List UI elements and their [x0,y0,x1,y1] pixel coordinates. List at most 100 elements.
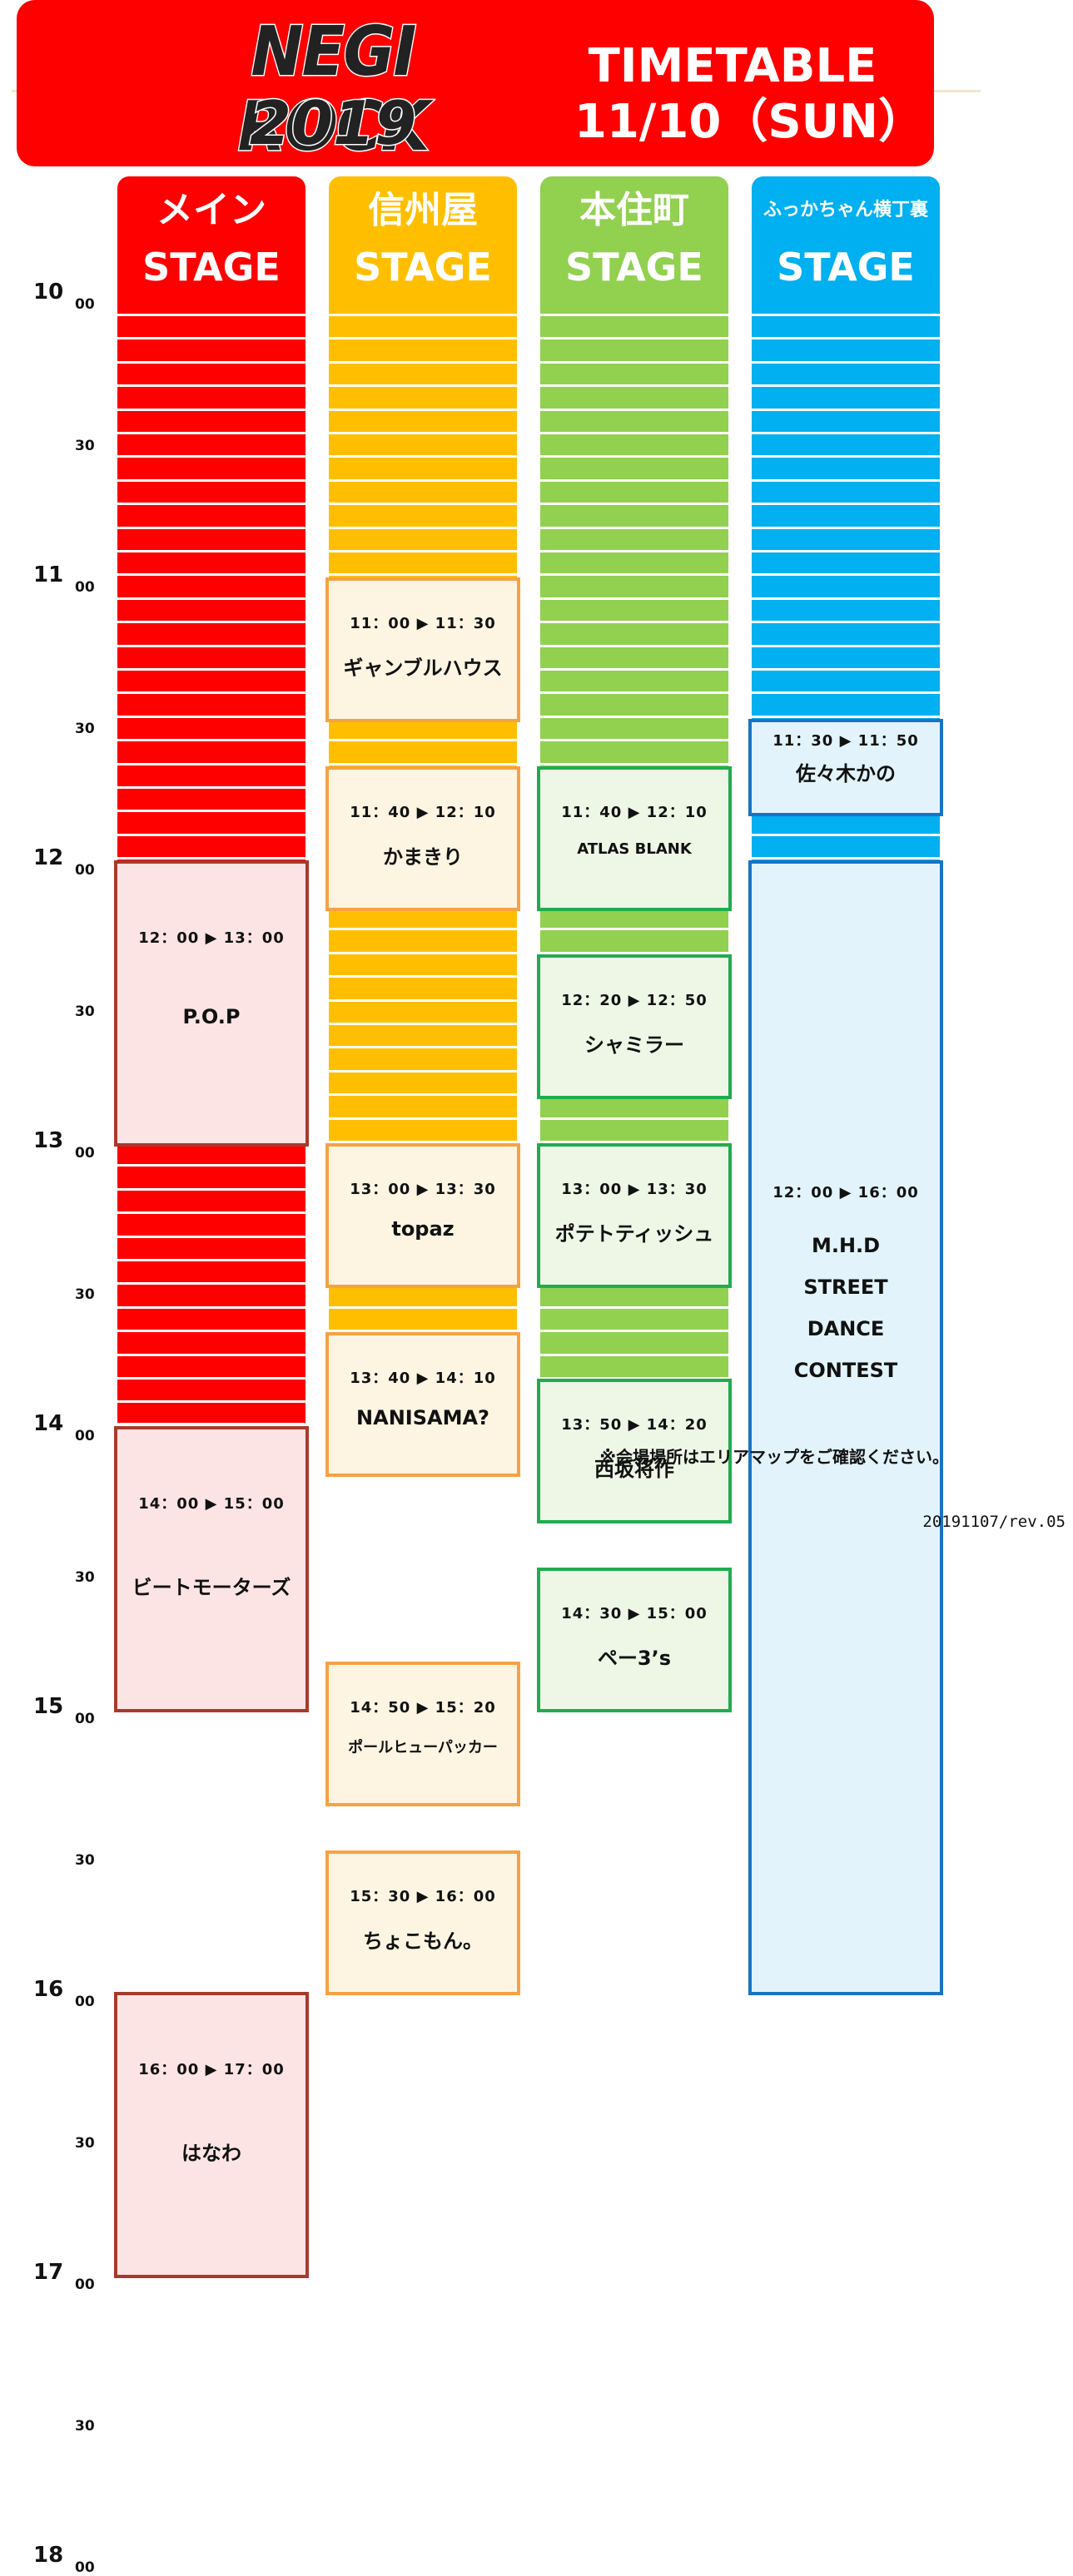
slot-time: 13：40 ▶ 14：10 [350,1369,496,1387]
slot-time: 14：30 ▶ 15：00 [561,1605,708,1622]
slot-performer: 佐々木かの [796,762,896,785]
column-stripe [752,552,940,577]
time-minute-label: 30 [75,721,95,737]
slot-time: 11：00 ▶ 11：30 [350,615,496,632]
column-stripe [329,954,517,978]
time-minute-label: 30 [75,1003,95,1020]
performance-slot[interactable]: 16：00 ▶ 17：00 はなわ [114,1992,309,2278]
column-stripe [540,931,728,954]
column-stripe [117,742,306,765]
decorative-line-right [931,90,981,92]
stage-name: 信州屋 [368,189,478,231]
slot-performer: ビートモーターズ [132,1576,291,1599]
column-stripe [540,293,728,316]
column-stripe [117,340,306,364]
performance-slot[interactable]: 11：00 ▶ 11：30 ギャンブルハウス [325,577,520,722]
column-stripe [329,1309,517,1333]
logo-title: NEGI ROCK [236,12,430,166]
time-minute-label: 00 [75,2559,95,2576]
time-hour-label: 14 [33,1411,64,1436]
slot-time: 12：00 ▶ 13：00 [138,929,285,947]
column-stripe [117,364,306,388]
time-minute-label: 30 [75,1286,95,1303]
slot-performer: ペー3’s [597,1647,672,1670]
slot-performer: ATLAS BLANK [577,840,692,858]
performance-slot[interactable]: 14：00 ▶ 15：00 ビートモーターズ [114,1426,309,1712]
performance-slot[interactable]: 13：00 ▶ 13：30 ポテトティッシュ [537,1143,732,1288]
slot-performer-line: CONTEST [793,1359,898,1382]
column-stripe [117,293,306,316]
time-minute-label: 30 [75,2135,95,2152]
column-stripe [752,647,940,671]
performance-slot[interactable]: 12：00 ▶ 13：00 P.O.P [114,860,309,1147]
slot-performer: 西坂将作 [594,1458,674,1482]
performance-slot[interactable]: 13：50 ▶ 14：20 西坂将作 [537,1379,732,1524]
revision-stamp: 20191107/rev.05 [922,1513,1066,1531]
time-minute-label: 30 [75,2418,95,2435]
column-stripe [540,695,728,718]
column-stripe [540,1309,728,1333]
column-stripe [117,647,306,671]
column-stripe [540,742,728,765]
performance-slot[interactable]: 14：30 ▶ 15：00 ペー3’s [537,1568,732,1712]
performance-slot[interactable]: 13：00 ▶ 13：30 topaz [325,1143,520,1288]
slot-time: 13：00 ▶ 13：30 [561,1181,708,1198]
slot-performer-line: M.H.D [811,1234,881,1257]
performance-slot[interactable]: 12：00 ▶ 16：00 M.H.D STREET DANCE CONTEST [748,860,943,1995]
time-minute-label: 00 [75,862,95,879]
column-stripe [752,695,940,718]
column-stripe [329,1073,517,1097]
time-hour-label: 11 [33,562,64,587]
slot-performer-line: STREET [803,1276,888,1299]
column-stripe [117,671,306,695]
column-stripe [117,1167,306,1191]
column-stripe [540,411,728,434]
column-stripe [540,388,728,411]
column-stripe [329,411,517,434]
column-stripe [329,316,517,340]
slot-time: 14：00 ▶ 15：00 [138,1495,285,1513]
slot-time: 16：00 ▶ 17：00 [138,2061,285,2078]
column-stripe [117,529,306,552]
column-stripe [752,506,940,529]
time-minute-label: 00 [75,1145,95,1162]
column-stripe [540,316,728,340]
stage-label: STAGE [354,245,492,290]
slot-time: 13：00 ▶ 13：30 [350,1181,496,1198]
slot-time: 11：40 ▶ 12：10 [350,803,496,821]
stage-name: 本住町 [579,189,689,231]
column-stripe [329,340,517,364]
column-stripe [752,388,940,411]
slot-time: 14：50 ▶ 15：20 [350,1699,496,1717]
column-stripe [540,1120,728,1143]
column-stripe [540,907,728,931]
column-stripe [752,458,940,482]
stage-name: ふっかちゃん横丁裏 [763,200,928,220]
stage-header-honjucho: 本住町 STAGE [540,176,728,291]
stage-header-shinshuya: 信州屋 STAGE [329,176,517,291]
column-stripe [117,482,306,506]
column-stripe [329,552,517,577]
column-stripe [540,340,728,364]
column-stripe [117,1215,306,1238]
performance-slot[interactable]: 13：40 ▶ 14：10 NANISAMA? [325,1331,520,1477]
time-hour-label: 13 [33,1128,64,1153]
performance-slot[interactable]: 11：30 ▶ 11：50 佐々木かの [748,719,943,817]
column-stripe [329,978,517,1002]
column-stripe [540,1356,728,1380]
slot-performer: かまきり [383,845,463,869]
stage-name: メイン [156,189,266,231]
column-stripe [117,552,306,577]
time-minute-label: 00 [75,579,95,596]
time-minute-label: 00 [75,296,95,313]
column-stripe [329,1286,517,1309]
slot-performer: ちょこもん。 [363,1930,483,1953]
column-stripe [752,836,940,860]
column-stripe [752,529,940,552]
performance-slot[interactable]: 11：40 ▶ 12：10 かまきり [325,765,520,911]
column-stripe [117,316,306,340]
performance-slot[interactable]: 12：20 ▶ 12：50 シャミラー [537,954,732,1100]
performance-slot[interactable]: 14：50 ▶ 15：20 ポールヒューパッカー [325,1662,520,1807]
performance-slot[interactable]: 15：30 ▶ 16：00 ちょこもん。 [325,1850,520,1995]
performance-slot[interactable]: 11：40 ▶ 12：10 ATLAS BLANK [537,765,732,911]
